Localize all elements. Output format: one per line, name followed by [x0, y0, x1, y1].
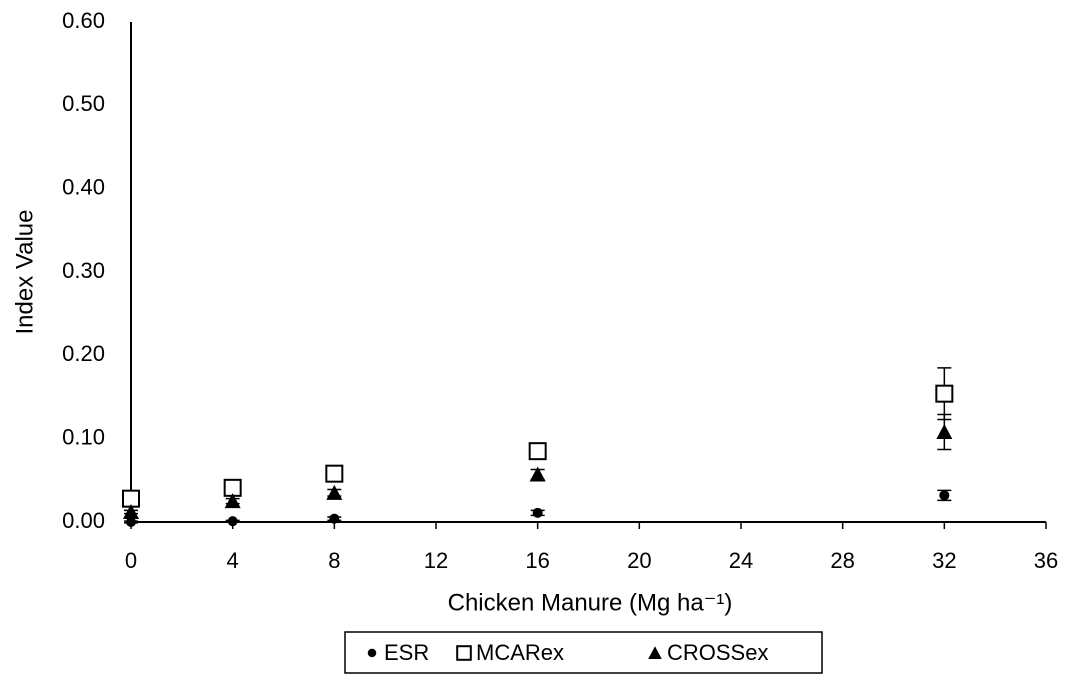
x-tick-label: 8	[328, 548, 340, 573]
x-tick-label: 4	[227, 548, 239, 573]
point	[936, 424, 953, 439]
y-tick-label: 0.40	[62, 174, 105, 199]
point	[325, 464, 344, 483]
point	[532, 507, 543, 518]
x-tick-label: 0	[125, 548, 137, 573]
x-tick-label: 36	[1034, 548, 1058, 573]
y-tick-label: 0.20	[62, 341, 105, 366]
legend-marker	[456, 645, 472, 661]
y-tick-label: 0.30	[62, 258, 105, 283]
x-tick-label: 20	[627, 548, 651, 573]
y-tick-label: 0.00	[62, 508, 105, 533]
point	[326, 484, 343, 500]
legend-label: CROSSex	[667, 640, 768, 665]
y-tick-label: 0.50	[62, 91, 105, 116]
x-tick-label: 28	[830, 548, 854, 573]
x-tick-label: 12	[424, 548, 448, 573]
point	[224, 493, 241, 509]
legend-marker	[367, 648, 377, 658]
point	[939, 490, 950, 501]
point	[123, 504, 139, 519]
point	[529, 466, 546, 482]
y-tick-label: 0.60	[62, 8, 105, 33]
legend-label: ESR	[384, 640, 429, 665]
x-axis-title: Chicken Manure (Mg ha⁻¹)	[448, 589, 733, 616]
legend-marker	[648, 646, 662, 659]
legend-label: MCARex	[476, 640, 564, 665]
x-tick-label: 24	[729, 548, 753, 573]
point	[935, 384, 954, 403]
y-axis-title: Index Value	[11, 210, 38, 335]
point	[329, 513, 340, 524]
y-tick-label: 0.10	[62, 424, 105, 449]
x-tick-label: 32	[932, 548, 956, 573]
point	[528, 442, 547, 461]
point	[227, 516, 238, 527]
legend-box	[344, 631, 823, 674]
point	[126, 517, 136, 527]
x-tick-label: 16	[525, 548, 549, 573]
